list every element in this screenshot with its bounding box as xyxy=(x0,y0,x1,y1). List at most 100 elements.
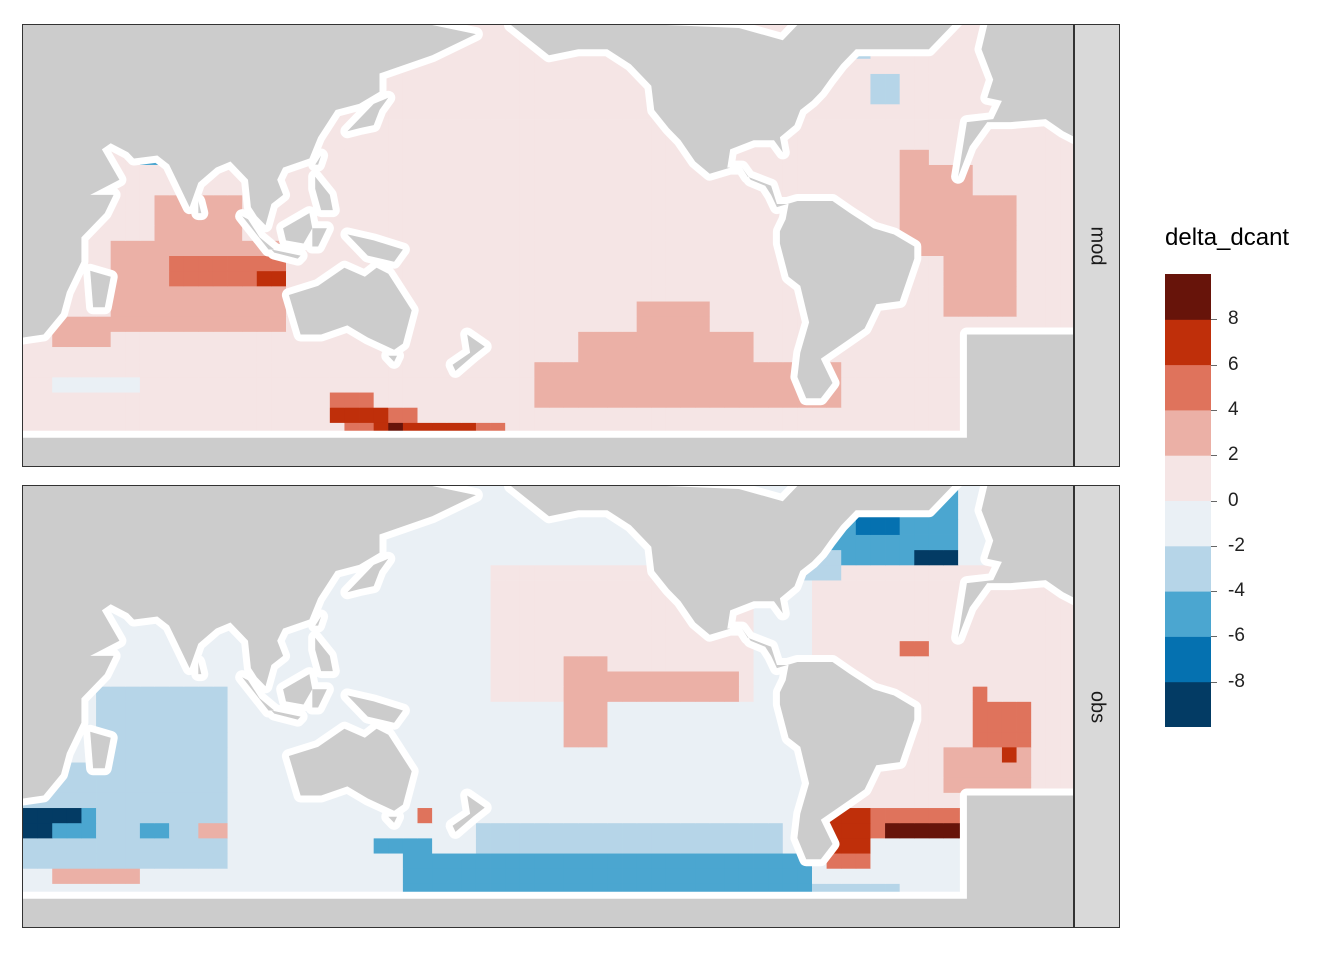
grid-cell xyxy=(417,868,433,884)
grid-cell xyxy=(958,73,974,90)
grid-cell xyxy=(388,625,404,642)
grid-cell xyxy=(461,655,477,672)
grid-cell xyxy=(169,301,185,317)
grid-cell xyxy=(96,316,112,332)
grid-cell xyxy=(636,853,652,869)
grid-cell xyxy=(505,746,521,763)
grid-cell xyxy=(943,376,959,393)
grid-cell xyxy=(899,625,915,642)
grid-cell xyxy=(534,595,550,611)
grid-cell xyxy=(417,346,433,363)
grid-cell xyxy=(987,255,1003,272)
grid-cell xyxy=(490,534,506,551)
grid-cell xyxy=(490,716,506,733)
grid-cell xyxy=(183,792,199,809)
grid-cell xyxy=(388,194,404,211)
grid-cell xyxy=(1001,655,1017,672)
grid-cell xyxy=(738,270,754,287)
grid-cell xyxy=(607,164,623,181)
grid-cell xyxy=(212,792,228,809)
grid-cell xyxy=(198,240,214,256)
grid-cell xyxy=(256,868,272,884)
grid-cell xyxy=(578,868,594,884)
grid-cell xyxy=(812,640,828,657)
grid-cell xyxy=(300,376,316,393)
grid-cell xyxy=(651,868,667,884)
grid-cell xyxy=(169,407,185,423)
grid-cell xyxy=(446,519,462,535)
grid-cell xyxy=(753,746,769,763)
grid-cell xyxy=(665,194,681,211)
grid-cell xyxy=(110,255,126,272)
grid-cell xyxy=(826,868,842,884)
grid-cell xyxy=(183,746,199,763)
grid-cell xyxy=(563,701,579,717)
grid-cell xyxy=(563,361,579,378)
grid-cell xyxy=(622,853,638,869)
grid-cell xyxy=(534,73,550,90)
grid-cell xyxy=(432,210,448,226)
grid-cell xyxy=(490,103,506,120)
grid-cell xyxy=(1031,762,1047,778)
grid-cell xyxy=(446,701,462,717)
grid-cell xyxy=(402,655,418,672)
grid-cell xyxy=(665,270,681,287)
grid-cell xyxy=(212,853,228,869)
grid-cell xyxy=(914,301,930,317)
legend-swatch xyxy=(1165,545,1211,592)
grid-cell xyxy=(885,564,901,581)
grid-cell xyxy=(592,640,608,657)
grid-cell xyxy=(870,807,886,824)
grid-cell xyxy=(505,853,521,869)
grid-cell xyxy=(753,331,769,348)
grid-cell xyxy=(928,640,944,657)
grid-cell xyxy=(578,549,594,566)
grid-cell xyxy=(651,179,667,196)
grid-cell xyxy=(446,625,462,642)
grid-cell xyxy=(402,580,418,596)
grid-cell xyxy=(154,179,170,196)
grid-cell xyxy=(914,73,930,90)
grid-cell xyxy=(534,316,550,332)
grid-cell xyxy=(388,149,404,165)
grid-cell xyxy=(344,179,360,196)
grid-cell xyxy=(914,316,930,332)
grid-cell xyxy=(841,625,857,642)
grid-cell xyxy=(110,701,126,717)
grid-cell xyxy=(461,73,477,90)
grid-cell xyxy=(636,868,652,884)
grid-cell xyxy=(417,316,433,332)
grid-cell xyxy=(709,361,725,378)
grid-cell xyxy=(665,164,681,181)
grid-cell xyxy=(753,822,769,839)
grid-cell xyxy=(23,853,39,869)
grid-cell xyxy=(709,807,725,824)
grid-cell xyxy=(1060,255,1073,272)
grid-cell xyxy=(885,822,901,839)
grid-cell xyxy=(914,853,930,869)
grid-cell xyxy=(446,686,462,702)
grid-cell xyxy=(534,194,550,211)
grid-cell xyxy=(651,701,667,717)
grid-cell xyxy=(446,549,462,566)
grid-cell xyxy=(549,255,565,272)
grid-cell xyxy=(1060,716,1073,733)
grid-cell xyxy=(475,504,491,520)
grid-cell xyxy=(855,119,871,135)
grid-cell xyxy=(578,610,594,626)
grid-cell xyxy=(359,868,375,884)
grid-cell xyxy=(417,270,433,287)
grid-cell xyxy=(870,392,886,408)
grid-cell xyxy=(139,640,155,657)
grid-cell xyxy=(972,625,988,642)
grid-cell xyxy=(475,731,491,748)
grid-cell xyxy=(753,686,769,702)
grid-cell xyxy=(928,301,944,317)
grid-cell xyxy=(227,376,243,393)
grid-cell xyxy=(183,316,199,332)
grid-cell xyxy=(23,868,39,884)
grid-cell xyxy=(972,194,988,211)
grid-cell xyxy=(286,361,302,378)
grid-cell xyxy=(432,149,448,165)
grid-cell xyxy=(899,407,915,423)
